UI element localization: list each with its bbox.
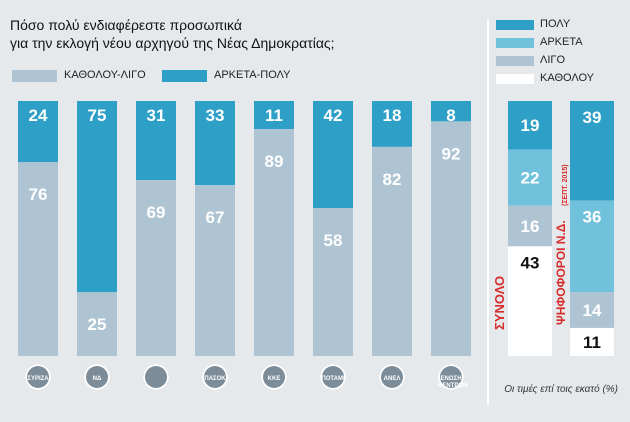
data-label-arketa-poly: 18 [383,106,402,125]
legend-swatch-ligo [496,56,534,66]
data-label-ligo: 14 [583,301,602,320]
bar-segment-katholou-ligo [77,292,117,356]
bar-segment-arketa [570,200,614,293]
bar-segment-katholou-ligo [136,180,176,356]
bar-segment-katholou-ligo [372,146,412,356]
bar-segment-katholou-ligo [254,129,294,356]
pasok-dimar-logo: ΠΑΣΟΚ [202,364,228,390]
bar-segment-poly [570,101,614,201]
legend-label-katholou: ΚΑΘΟΛΟΥ [540,72,595,84]
data-label-poly: 19 [521,116,540,135]
anel-logo-text: ΑΝΕΛ [383,376,401,382]
bar-segment-poly [508,101,552,150]
bar-segment-katholou-ligo [431,121,471,357]
bar-segment-ligo [508,205,552,247]
anel-logo: ΑΝΕΛ [379,364,405,390]
nd-logo-text: ΝΔ [92,376,102,382]
data-label-katholou: 11 [583,333,601,352]
data-label-katholou-ligo: 89 [265,152,284,171]
bar-segment-arketa-poly [18,101,58,163]
bar-segment-arketa-poly [431,101,471,122]
kke-logo: ΚΚΕ [261,364,287,390]
legend-swatch-katholou [496,74,534,84]
legend-swatch-katholou-ligo [12,70,57,82]
potami-logo-text: ΠΟΤΑΜΙ [321,376,345,382]
data-label-arketa-poly: 33 [206,106,225,125]
legend-label-katholou-ligo: ΚΑΘΟΛΟΥ-ΛΙΓΟ [64,69,146,81]
data-label-arketa-poly: 24 [29,106,48,125]
data-label-arketa-poly: 11 [265,106,283,125]
bar-segment-arketa-poly [254,101,294,130]
data-label-arketa-poly: 8 [446,106,455,125]
bar-segment-arketa-poly [195,101,235,186]
data-label-ligo: 16 [521,217,540,236]
category-label-psifofori-nd: ΨΗΦΟΦΟΡΟΙ Ν.Δ. [554,220,568,325]
legend-swatch-arketa [496,38,534,48]
title-line-2: για την εκλογή νέου αρχηγού της Νέας Δημ… [10,35,335,51]
legend-label-arketa-poly: ΑΡΚΕΤΑ-ΠΟΛΥ [214,69,291,81]
potami-logo: ΠΟΤΑΜΙ [320,364,346,390]
legend-label-ligo: ΛΙΓΟ [540,54,566,66]
legend-label-arketa: ΑΡΚΕΤΑ [540,36,583,48]
chrysi-avgi-logo [143,364,169,390]
data-label-katholou-ligo: 82 [383,170,402,189]
data-label-arketa: 36 [583,207,602,226]
data-label-katholou-ligo: 58 [324,231,343,250]
bar-segment-arketa-poly [372,101,412,147]
syriza-logo-text: ΣΥΡΙΖΑ [27,376,49,382]
bar-segment-katholou-ligo [18,162,58,356]
data-label-arketa-poly: 42 [324,106,343,125]
enosi-kentroon-logo-text: ΕΝΩΣΗ ΚΕΝΤΡΩΝ [438,376,468,389]
footnote: Οι τιμές επί τοις εκατό (%) [504,384,618,395]
data-label-katholou: 43 [521,253,540,272]
data-label-arketa-poly: 31 [147,106,166,125]
bar-segment-katholou [508,246,552,356]
section-divider [487,20,489,405]
bar-segment-katholou-ligo [195,185,235,356]
legend-swatch-arketa-poly [162,70,207,82]
category-label-synolo: ΣΥΝΟΛΟ [492,275,507,330]
title-line-1: Πόσο πολύ ενδιαφέρεστε προσωπικά [10,17,242,33]
bar-segment-arketa-poly [313,101,353,209]
bar-segment-arketa-poly [136,101,176,181]
chart-title: Πόσο πολύ ενδιαφέρεστε προσωπικά για την… [10,16,460,52]
kke-logo-text: ΚΚΕ [267,376,281,382]
bar-segment-arketa [508,149,552,206]
nd-logo: ΝΔ [84,364,110,390]
data-label-katholou-ligo: 76 [29,185,48,204]
bar-segment-katholou-ligo [313,208,353,356]
data-label-katholou-ligo: 25 [88,315,107,334]
pasok-dimar-logo-text: ΠΑΣΟΚ [204,376,226,382]
legend-swatch-poly [496,20,534,30]
bar-segment-ligo [570,292,614,328]
data-label-katholou-ligo: 67 [206,208,225,227]
data-label-katholou-ligo: 92 [442,144,461,163]
legend-label-poly: ΠΟΛΥ [540,18,571,30]
syriza-logo: ΣΥΡΙΖΑ [25,364,51,390]
data-label-poly: 39 [583,108,602,127]
enosi-kentroon-logo: ΕΝΩΣΗ ΚΕΝΤΡΩΝ [438,364,468,390]
data-label-arketa-poly: 75 [88,106,107,125]
bar-segment-katholou [570,327,614,356]
bar-segment-arketa-poly [77,101,117,293]
data-label-arketa: 22 [521,169,540,188]
category-sublabel-sept-2015: (ΣΕΠΤ. 2015) [562,164,569,206]
data-label-katholou-ligo: 69 [147,203,166,222]
